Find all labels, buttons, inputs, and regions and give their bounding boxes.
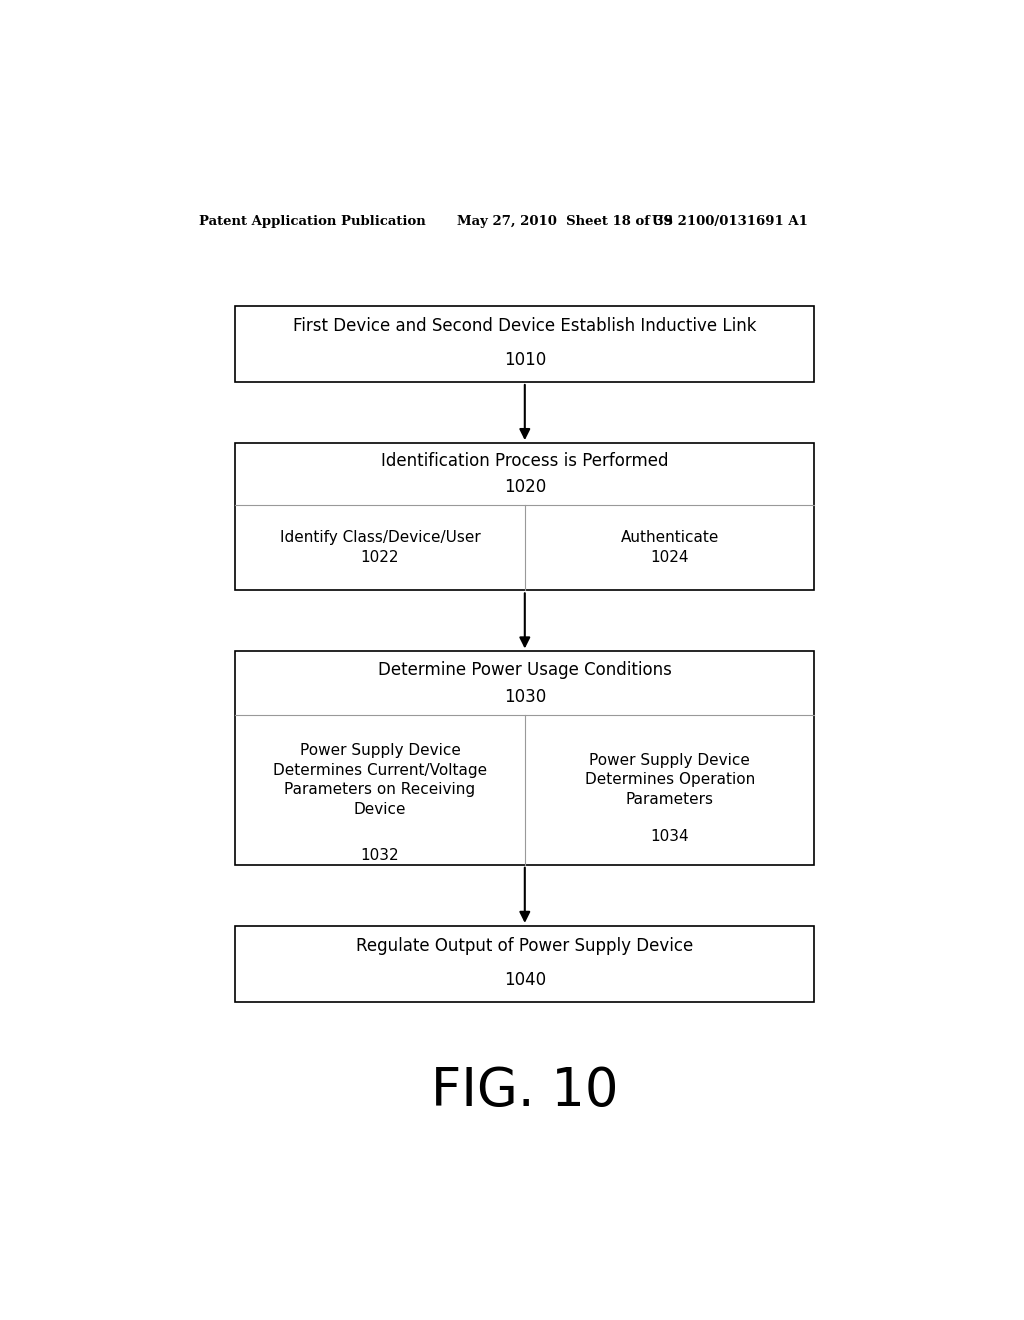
Text: 1020: 1020 [504,478,546,496]
Bar [236,444,814,590]
Text: May 27, 2010  Sheet 18 of 39: May 27, 2010 Sheet 18 of 39 [458,215,673,228]
Bar [236,925,814,1002]
Text: Authenticate: Authenticate [621,529,719,545]
Text: Identify Class/Device/User: Identify Class/Device/User [280,529,480,545]
Text: 1022: 1022 [360,550,399,565]
Text: FIG. 10: FIG. 10 [431,1065,618,1118]
Bar [236,651,814,865]
Text: 1032: 1032 [360,847,399,863]
Text: First Device and Second Device Establish Inductive Link: First Device and Second Device Establish… [293,317,757,334]
Text: 1040: 1040 [504,972,546,989]
Text: Determine Power Usage Conditions: Determine Power Usage Conditions [378,661,672,680]
Text: US 2100/0131691 A1: US 2100/0131691 A1 [652,215,808,228]
Text: Power Supply Device
Determines Current/Voltage
Parameters on Receiving
Device: Power Supply Device Determines Current/V… [273,743,487,817]
Text: 1010: 1010 [504,351,546,370]
Text: 1030: 1030 [504,688,546,706]
Text: Patent Application Publication: Patent Application Publication [200,215,426,228]
Text: Regulate Output of Power Supply Device: Regulate Output of Power Supply Device [356,937,693,954]
Text: 1024: 1024 [650,550,689,565]
Text: Power Supply Device
Determines Operation
Parameters: Power Supply Device Determines Operation… [585,752,755,808]
Text: 1034: 1034 [650,829,689,845]
Text: Identification Process is Performed: Identification Process is Performed [381,451,669,470]
Bar [236,306,814,381]
